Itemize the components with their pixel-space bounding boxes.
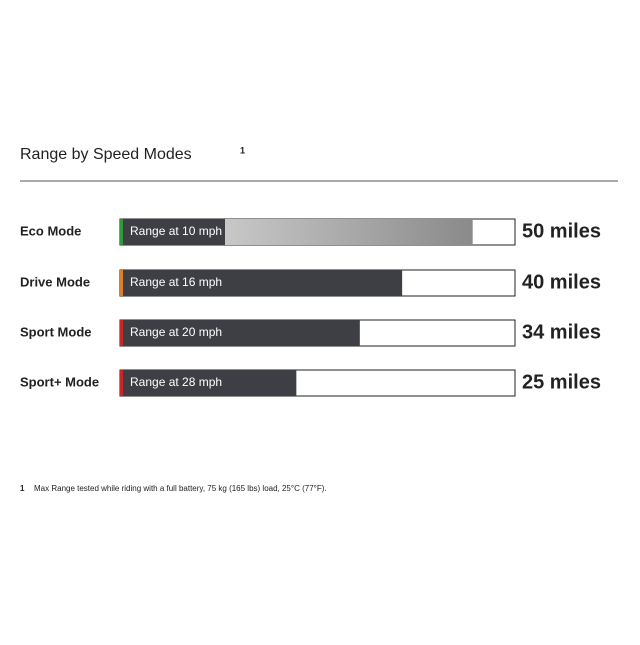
category-label: Eco Mode	[20, 223, 81, 238]
bar-accent	[120, 270, 123, 296]
bar-label-bg	[120, 370, 225, 396]
bar-label: Range at 28 mph	[130, 375, 222, 389]
bar-label: Range at 16 mph	[130, 275, 222, 289]
bar-label-bg	[120, 270, 225, 296]
category-label: Sport+ Mode	[20, 374, 99, 389]
value-label: 25 miles	[522, 371, 601, 393]
bar-label: Range at 20 mph	[130, 325, 222, 339]
bar-label-bg	[120, 320, 225, 346]
bar-label: Range at 10 mph	[130, 224, 222, 238]
value-label: 40 miles	[522, 271, 601, 293]
value-label: 34 miles	[522, 321, 601, 343]
category-label: Sport Mode	[20, 324, 92, 339]
bar-accent	[120, 370, 123, 396]
category-label: Drive Mode	[20, 274, 90, 289]
value-label: 50 miles	[522, 220, 601, 242]
footnote-marker: 1	[20, 484, 25, 493]
footnote: Max Range tested while riding with a ful…	[34, 484, 327, 493]
bar-accent	[120, 219, 123, 245]
title-note: 1	[240, 145, 245, 155]
bar-accent	[120, 320, 123, 346]
chart-title: Range by Speed Modes	[20, 146, 192, 163]
bar-label-bg	[120, 219, 225, 245]
